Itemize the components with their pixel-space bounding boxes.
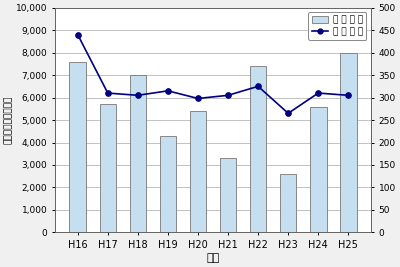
Bar (130, 75, 146, 232)
Bar (280, 174, 296, 232)
Y-axis label: （台／度比／象対）: （台／度比／象対） (4, 96, 13, 144)
Bar (100, 104, 116, 232)
Bar (220, 158, 236, 232)
Bar (70, 62, 86, 232)
Bar (250, 66, 266, 232)
Bar (190, 111, 206, 232)
Legend: 対 象 台 数, 届 出 件 数: 対 象 台 数, 届 出 件 数 (308, 12, 366, 40)
Bar (340, 53, 356, 232)
Bar (310, 107, 326, 232)
Bar (160, 136, 176, 232)
X-axis label: 年度: 年度 (206, 253, 220, 263)
